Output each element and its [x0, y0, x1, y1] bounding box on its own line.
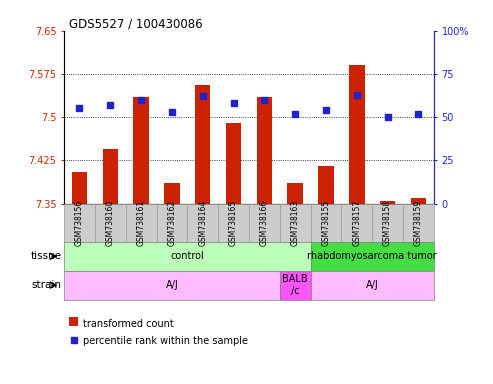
Point	[415, 111, 423, 117]
Text: GSM738156: GSM738156	[75, 200, 84, 246]
Bar	[134, 97, 149, 204]
Text: tissue: tissue	[31, 251, 62, 262]
Point	[322, 107, 330, 113]
Point	[75, 106, 83, 112]
Point	[260, 97, 268, 103]
Bar	[380, 200, 395, 204]
Point	[199, 93, 207, 99]
Text: GDS5527 / 100430086: GDS5527 / 100430086	[69, 17, 203, 30]
Bar	[349, 65, 364, 204]
Point	[137, 97, 145, 103]
Text: rhabdomyosarcoma tumor: rhabdomyosarcoma tumor	[307, 251, 437, 262]
Text: GSM738166: GSM738166	[260, 200, 269, 246]
Text: A/J: A/J	[166, 280, 178, 290]
Bar	[411, 198, 426, 204]
Text: GSM738158: GSM738158	[383, 200, 392, 246]
Text: GSM738165: GSM738165	[229, 200, 238, 246]
Bar	[195, 86, 211, 204]
Bar	[72, 172, 87, 204]
Text: transformed count: transformed count	[83, 319, 174, 329]
Bar	[318, 166, 334, 204]
Point	[353, 91, 361, 98]
Text: GSM738160: GSM738160	[106, 200, 115, 246]
Point	[70, 337, 78, 343]
Point	[291, 111, 299, 117]
Point	[106, 102, 114, 108]
Text: GSM738161: GSM738161	[137, 200, 145, 246]
Bar	[164, 183, 179, 204]
Point	[168, 109, 176, 115]
Bar	[226, 123, 241, 204]
Text: GSM738162: GSM738162	[168, 200, 176, 246]
Bar	[287, 183, 303, 204]
Text: control: control	[171, 251, 204, 262]
Text: percentile rank within the sample: percentile rank within the sample	[83, 336, 248, 346]
Bar	[103, 149, 118, 204]
Point	[384, 114, 391, 120]
Text: GSM738163: GSM738163	[291, 200, 300, 246]
Bar	[257, 97, 272, 204]
Text: A/J: A/J	[366, 280, 379, 290]
Text: strain: strain	[32, 280, 62, 290]
Text: GSM738159: GSM738159	[414, 200, 423, 246]
Text: GSM738157: GSM738157	[352, 200, 361, 246]
Point	[230, 100, 238, 106]
Text: GSM738164: GSM738164	[198, 200, 207, 246]
Text: BALB
/c: BALB /c	[282, 274, 308, 296]
Text: GSM738155: GSM738155	[321, 200, 330, 246]
